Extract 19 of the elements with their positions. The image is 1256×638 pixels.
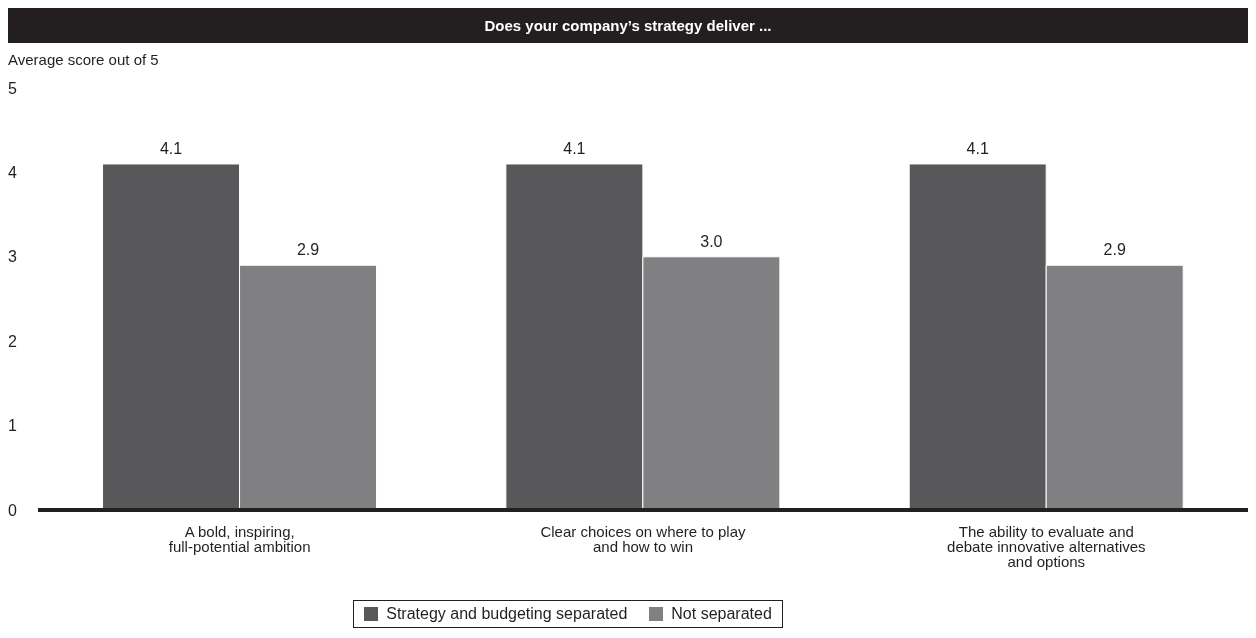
y-tick-label: 4 — [8, 164, 17, 182]
legend-label: Not separated — [670, 605, 772, 623]
chart-title: Does your company’s strategy deliver ... — [8, 8, 1248, 43]
y-tick-label: 0 — [8, 501, 17, 519]
data-label: 4.1 — [159, 139, 183, 157]
x-tick-label: A bold, inspiring, full-potential ambition — [168, 522, 311, 555]
legend-label: Strategy and budgeting separated — [385, 605, 628, 623]
x-tick-label: Clear choices on where to play and how to win — [540, 522, 747, 555]
y-tick-label: 2 — [8, 332, 17, 350]
data-label: 4.1 — [966, 139, 989, 157]
x-tick-label: The ability to evaluate and debate innovative alternatives and options — [947, 522, 1146, 570]
y-tick-label: 5 — [8, 79, 17, 97]
y-tick-label: 1 — [8, 417, 17, 435]
y-tick-label: 3 — [8, 248, 17, 266]
data-label: 2.9 — [296, 241, 320, 259]
data-label: 2.9 — [1103, 241, 1126, 259]
data-label: 4.1 — [563, 139, 586, 157]
y-axis-title: Average score out of 5 — [8, 51, 160, 68]
data-label: 3.0 — [700, 232, 723, 250]
